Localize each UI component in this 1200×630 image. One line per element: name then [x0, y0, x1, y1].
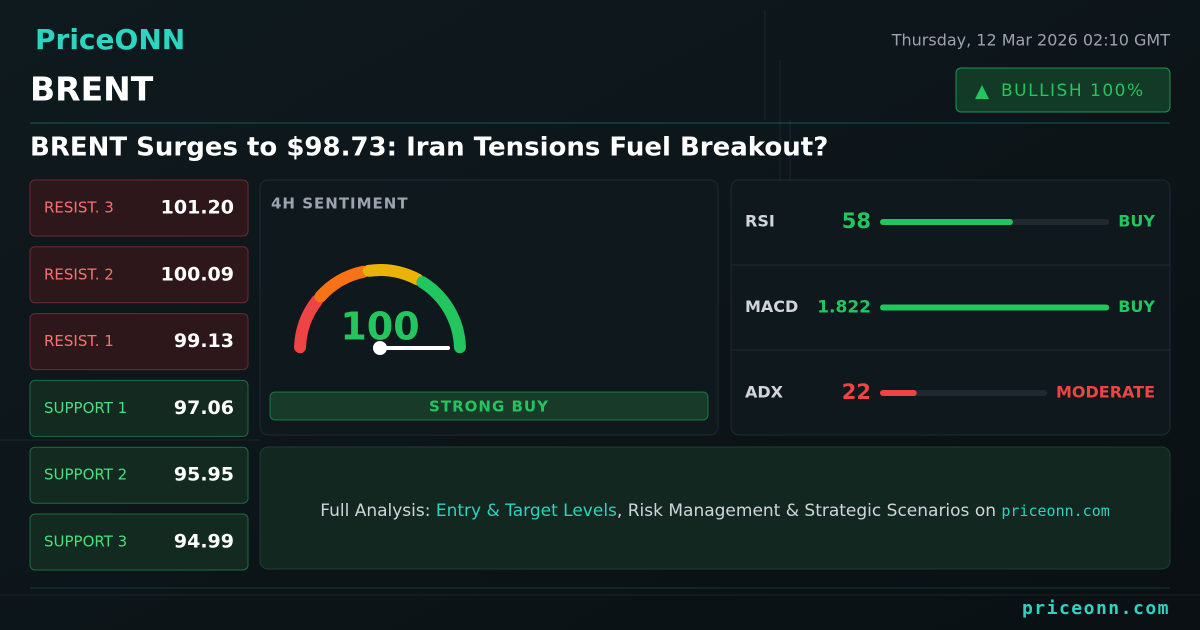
gauge-segment	[416, 276, 466, 354]
level-value: 99.13	[174, 330, 234, 352]
level-box	[29, 379, 249, 437]
indicator-name: RSI	[745, 212, 775, 231]
cta[interactable]: Full Analysis: Entry & Target Levels, Ri…	[320, 501, 1110, 521]
level-box	[29, 513, 249, 571]
sentiment-title: 4H SENTIMENT	[271, 195, 409, 213]
indicator-bar	[880, 219, 1013, 225]
indicator-name: ADX	[745, 383, 784, 402]
sentiment-label-box	[269, 391, 709, 421]
cta-middle: , Risk Management & Strategic Scenarios …	[617, 501, 1002, 521]
badge-box	[955, 67, 1171, 113]
level-label: SUPPORT 1	[44, 399, 127, 417]
indicator-signal: BUY	[1118, 297, 1155, 316]
indicator-value: 22	[842, 380, 871, 404]
gauge-segment	[362, 264, 424, 286]
level-value: 100.09	[161, 263, 234, 285]
indicator-track	[880, 390, 1047, 396]
level-box	[29, 313, 249, 371]
sentiment-label: STRONG BUY	[429, 398, 549, 416]
level-box	[29, 246, 249, 304]
indicator-bar	[880, 304, 1110, 311]
indicator-bar	[880, 390, 917, 396]
cta-prefix: Full Analysis:	[320, 501, 436, 521]
bg-chart	[0, 10, 1200, 596]
level-label: RESIST. 3	[44, 199, 114, 217]
indicator-signal: MODERATE	[1056, 383, 1155, 402]
indicator-name: MACD	[745, 297, 798, 316]
gauge-segment	[314, 265, 370, 303]
gauge-hub	[373, 341, 387, 355]
badge-arrow	[975, 85, 989, 99]
sentiment-panel	[259, 179, 719, 436]
level-label: SUPPORT 2	[44, 466, 127, 484]
cta-panel	[259, 446, 1171, 570]
cta-link[interactable]: priceonn.com	[1001, 502, 1109, 520]
headline: BRENT Surges to $98.73: Iran Tensions Fu…	[30, 133, 828, 163]
indicator-signal: BUY	[1118, 212, 1155, 231]
indicator-value: 1.822	[817, 298, 871, 318]
cta-highlight: Entry & Target Levels	[436, 501, 617, 521]
level-value: 95.95	[174, 464, 234, 486]
footer-url[interactable]: priceonn.com	[1022, 598, 1170, 619]
level-box	[29, 446, 249, 504]
badge: BULLISH 100%	[1001, 81, 1145, 101]
level-value: 101.20	[161, 197, 234, 219]
symbol: BRENT	[30, 70, 154, 109]
level-label: RESIST. 1	[44, 332, 114, 350]
datetime: Thursday, 12 Mar 2026 02:10 GMT	[891, 31, 1170, 50]
level-box	[29, 179, 249, 237]
level-label: SUPPORT 3	[44, 533, 127, 551]
brand: PriceONN	[35, 23, 185, 56]
gauge-segment	[294, 294, 323, 354]
level-label: RESIST. 2	[44, 265, 114, 283]
indicator-value: 58	[842, 209, 871, 233]
level-value: 97.06	[174, 397, 234, 419]
level-value: 94.99	[174, 531, 234, 553]
